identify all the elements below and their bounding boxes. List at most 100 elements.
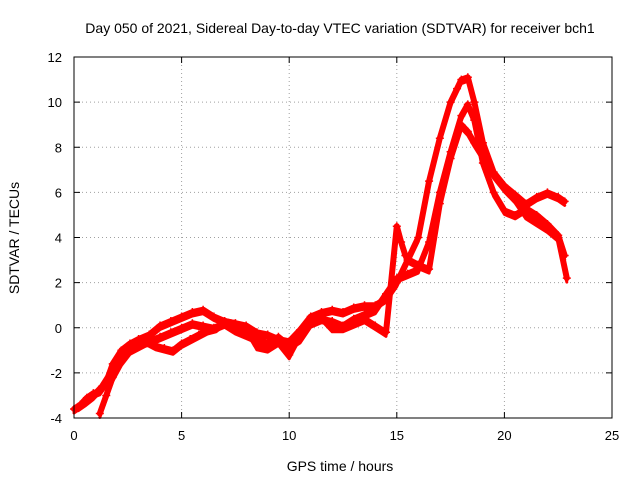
data-point-marker	[95, 409, 104, 418]
x-tick-label: 0	[70, 428, 77, 443]
data-point-marker	[463, 127, 472, 136]
data-point-marker	[186, 335, 195, 344]
data-point-marker	[156, 332, 165, 341]
data-point-marker	[160, 344, 169, 353]
y-tick-label: 12	[48, 50, 62, 65]
series-line	[75, 101, 568, 410]
data-point-marker	[339, 307, 347, 316]
y-tick-label: 0	[55, 321, 62, 336]
x-tick-label: 25	[605, 428, 619, 443]
data-point-marker	[470, 138, 479, 147]
data-point-marker	[511, 195, 520, 204]
data-point-marker	[543, 224, 552, 233]
data-point-marker	[532, 210, 541, 219]
data-point-marker	[446, 98, 455, 107]
data-point-marker	[263, 344, 272, 353]
y-tick-label: -2	[50, 366, 62, 381]
series-line-offset	[76, 106, 567, 413]
data-point-marker	[188, 307, 197, 316]
data-point-marker	[274, 337, 283, 346]
data-point-marker	[371, 321, 380, 330]
data-point-marker	[143, 337, 152, 346]
y-tick-label: 4	[55, 231, 62, 246]
data-point-marker	[295, 330, 304, 339]
data-point-marker	[554, 233, 563, 242]
y-axis-title: SDTVAR / TECUs	[6, 182, 22, 294]
data-point-marker	[470, 116, 479, 125]
data-point-marker	[392, 222, 401, 231]
y-tick-label: 6	[55, 185, 62, 200]
data-point-marker	[252, 328, 261, 337]
data-point-marker	[97, 382, 106, 391]
data-point-marker	[199, 321, 208, 330]
x-axis-title: GPS time / hours	[287, 458, 394, 474]
data-point-marker	[500, 183, 509, 192]
data-point-marker	[156, 321, 165, 330]
data-point-marker	[339, 323, 347, 332]
data-point-marker	[74, 402, 83, 411]
data-point-marker	[457, 75, 466, 84]
data-point-marker	[489, 188, 498, 197]
y-tick-label: 8	[55, 140, 62, 155]
data-point-marker	[457, 111, 466, 120]
data-point-marker	[425, 265, 434, 274]
data-point-marker	[371, 305, 380, 314]
data-point-marker	[403, 269, 412, 278]
data-point-marker	[382, 328, 391, 337]
data-point-marker	[231, 319, 240, 328]
data-point-marker	[203, 326, 212, 335]
data-point-marker	[511, 210, 520, 219]
x-tick-label: 15	[390, 428, 404, 443]
data-point-marker	[500, 206, 509, 215]
data-point-marker	[194, 330, 203, 339]
data-point-marker	[328, 305, 337, 314]
data-point-marker	[414, 233, 423, 242]
data-point-marker	[562, 274, 571, 283]
data-point-marker	[414, 260, 423, 269]
data-point-marker	[446, 154, 455, 163]
data-point-marker	[478, 152, 487, 161]
data-point-marker	[220, 316, 229, 325]
data-point-marker	[134, 341, 143, 350]
data-point-marker	[560, 197, 569, 206]
series-line-offset	[72, 79, 567, 415]
y-tick-label: 2	[55, 276, 62, 291]
chart-title: Day 050 of 2021, Sidereal Day-to-day VTE…	[85, 20, 595, 36]
data-point-marker	[470, 98, 479, 107]
data-point-marker	[166, 316, 175, 325]
x-tick-label: 5	[178, 428, 185, 443]
series-line	[71, 74, 568, 412]
data-point-marker	[463, 73, 472, 82]
series-line	[96, 121, 570, 417]
data-point-marker	[463, 100, 472, 109]
data-point-marker	[242, 323, 251, 332]
data-point-marker	[177, 323, 186, 332]
x-tick-label: 10	[282, 428, 296, 443]
data-point-marker	[489, 170, 498, 179]
data-point-marker	[252, 341, 261, 350]
series-track-c	[95, 120, 571, 419]
axis-layer: 0 5 10 15 20 25 -4 -2 0 2 4 6 8 10 12	[48, 50, 620, 443]
data-point-marker	[209, 312, 218, 321]
data-point-marker	[145, 330, 154, 339]
series-layer	[70, 73, 571, 419]
data-point-marker	[328, 323, 337, 332]
data-point-marker	[117, 357, 126, 366]
data-point-marker	[199, 305, 208, 314]
data-point-marker	[317, 312, 326, 321]
data-point-marker	[263, 330, 272, 339]
data-point-marker	[188, 319, 197, 328]
data-point-marker	[151, 341, 160, 350]
data-point-marker	[80, 398, 89, 407]
data-point-marker	[360, 301, 369, 310]
data-point-marker	[405, 256, 414, 265]
data-point-marker	[532, 217, 541, 226]
y-tick-label: 10	[48, 95, 62, 110]
grid-layer	[74, 57, 612, 418]
series-track-a	[70, 73, 569, 415]
x-tick-label: 20	[497, 428, 511, 443]
data-point-marker	[435, 199, 444, 208]
data-point-marker	[532, 192, 541, 201]
data-point-marker	[285, 350, 294, 359]
